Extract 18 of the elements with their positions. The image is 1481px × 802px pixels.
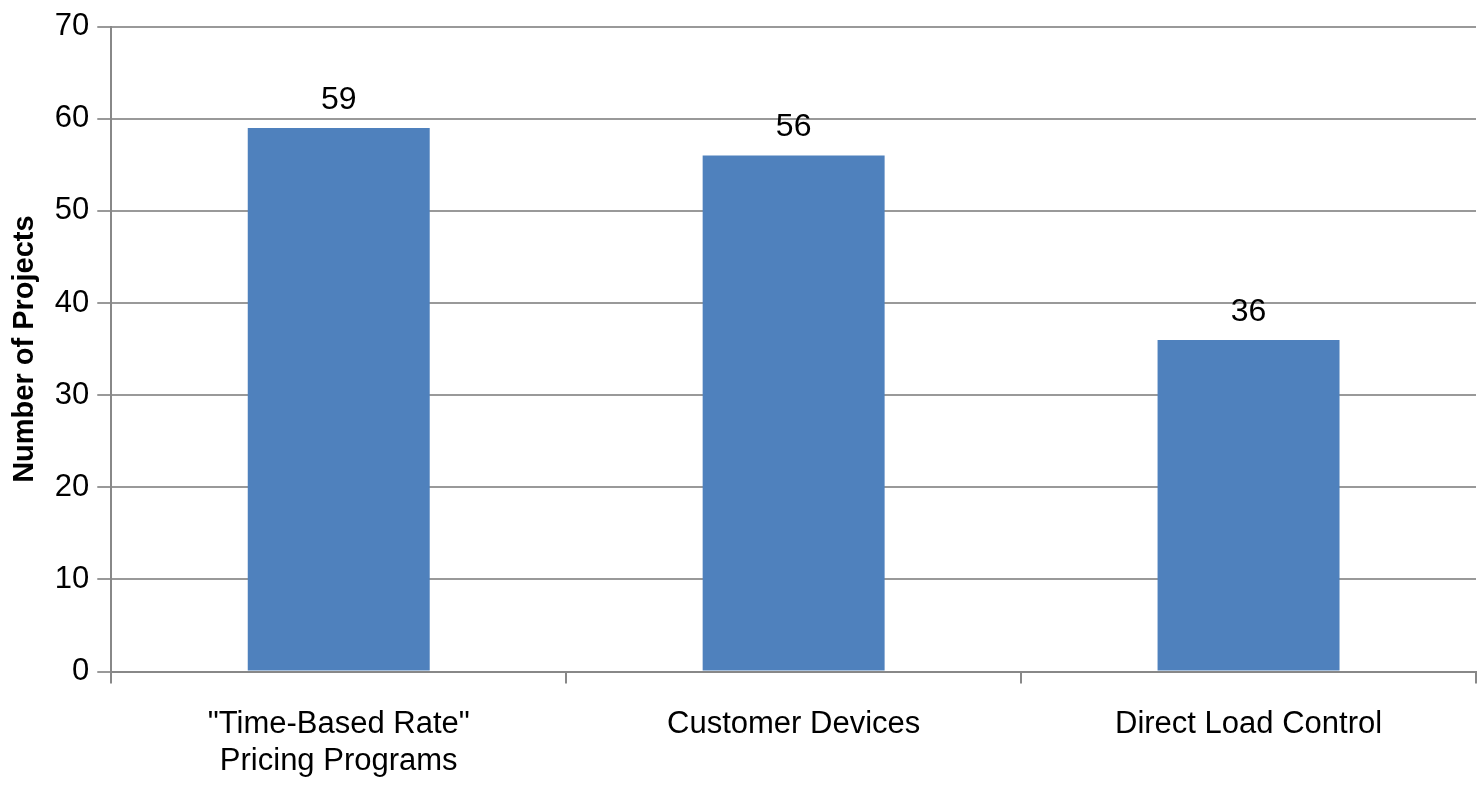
y-tick-label: 10 bbox=[54, 560, 90, 595]
y-tick-label: 70 bbox=[54, 7, 90, 43]
x-tick-label: Customer Devices bbox=[667, 704, 921, 740]
y-tick-label: 30 bbox=[54, 375, 90, 411]
y-tick-label: 20 bbox=[54, 467, 90, 503]
y-tick-label: 60 bbox=[54, 99, 90, 135]
x-tick-label: Direct Load Control bbox=[1115, 704, 1383, 740]
bar bbox=[1157, 339, 1340, 671]
y-tick-label: 0 bbox=[72, 652, 90, 688]
data-label: 36 bbox=[1230, 291, 1267, 328]
data-label: 59 bbox=[320, 79, 357, 116]
y-tick-label: 50 bbox=[54, 191, 90, 227]
bar bbox=[702, 155, 885, 671]
y-axis-title: Number of Projects bbox=[7, 215, 40, 483]
y-tick-label: 40 bbox=[54, 283, 90, 319]
data-label: 56 bbox=[775, 107, 812, 144]
bar bbox=[247, 127, 430, 671]
x-tick-label: "Time-Based Rate" Pricing Programs bbox=[207, 704, 470, 777]
